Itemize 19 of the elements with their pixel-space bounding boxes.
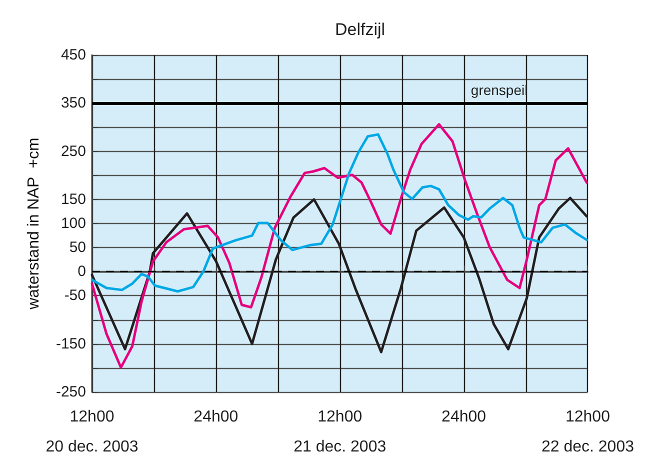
- x-tick-label: 24h00: [442, 408, 486, 426]
- y-tick-label: 100: [60, 215, 86, 232]
- x-tick-label: 12h00 22 dec. 2003: [541, 408, 634, 456]
- y-tick-label: -50: [64, 287, 86, 304]
- chart-title: Delfzijl: [334, 20, 386, 39]
- x-tick-label: 24h00: [194, 408, 238, 426]
- line-series: [90, 123, 588, 369]
- y-tick-label: -150: [56, 335, 86, 352]
- y-axis-title: waterstand in NAP +cm: [26, 138, 42, 310]
- y-tick-label: 350: [60, 94, 86, 112]
- x-tick-label: 12h00 21 dec. 2003: [294, 408, 386, 456]
- y-tick-label: 0: [78, 263, 86, 280]
- line-series: [90, 133, 588, 293]
- y-tick-label: 150: [60, 190, 86, 208]
- y-tick-label: -250: [56, 384, 86, 400]
- y-tick-label: 50: [69, 239, 86, 256]
- y-tick-label: 450: [60, 46, 86, 64]
- y-tick-label: 250: [60, 142, 86, 160]
- x-tick-label: 12h00 20 dec. 2003: [46, 408, 138, 456]
